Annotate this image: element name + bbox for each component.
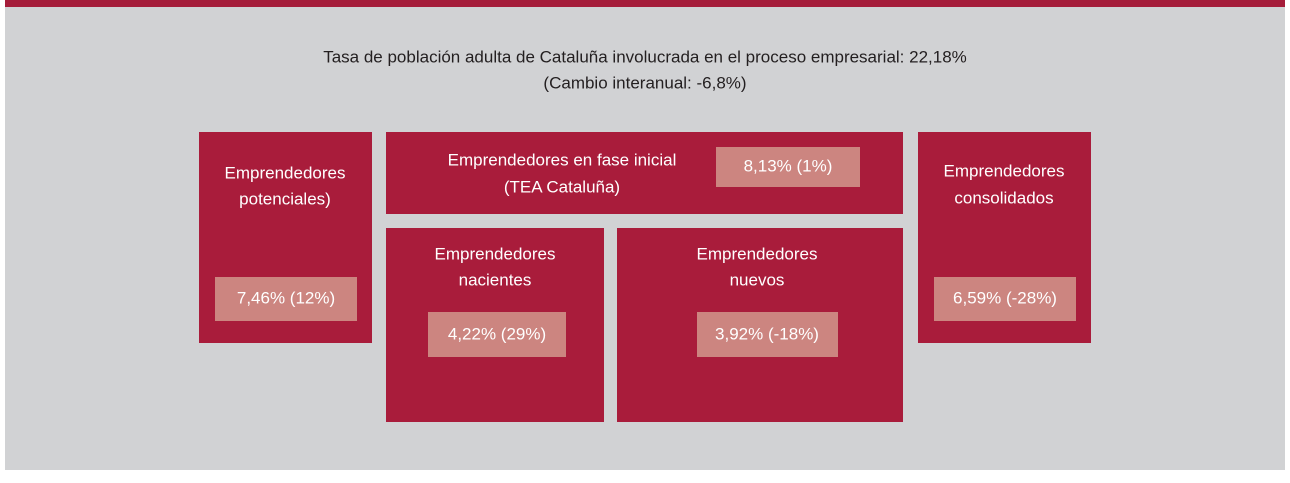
node-label: potenciales) bbox=[239, 189, 331, 208]
node-label: Emprendedores bbox=[225, 163, 346, 182]
node-value: 7,46% (12%) bbox=[237, 288, 335, 307]
value-box bbox=[716, 147, 860, 187]
node-label: consolidados bbox=[954, 188, 1053, 207]
node-value: 3,92% (-18%) bbox=[715, 324, 819, 343]
node-label: Emprendedores bbox=[697, 244, 818, 263]
node-label: (TEA Cataluña) bbox=[504, 177, 620, 196]
value-box bbox=[697, 312, 838, 357]
title: Tasa de población adulta de Cataluña inv… bbox=[323, 47, 967, 66]
node-value: 8,13% (1%) bbox=[744, 156, 833, 175]
node-value: 6,59% (-28%) bbox=[953, 288, 1057, 307]
value-box bbox=[215, 277, 357, 321]
node-label: Emprendedores bbox=[944, 161, 1065, 180]
node-value: 4,22% (29%) bbox=[448, 324, 546, 343]
node-label: nuevos bbox=[730, 270, 785, 289]
value-box bbox=[934, 277, 1076, 321]
node-label: Emprendedores en fase inicial bbox=[448, 150, 677, 169]
value-box bbox=[428, 312, 566, 357]
node-label: Emprendedores bbox=[435, 244, 556, 263]
top-bar bbox=[5, 0, 1285, 7]
node-label: nacientes bbox=[459, 270, 532, 289]
subtitle: (Cambio interanual: -6,8%) bbox=[543, 73, 746, 92]
